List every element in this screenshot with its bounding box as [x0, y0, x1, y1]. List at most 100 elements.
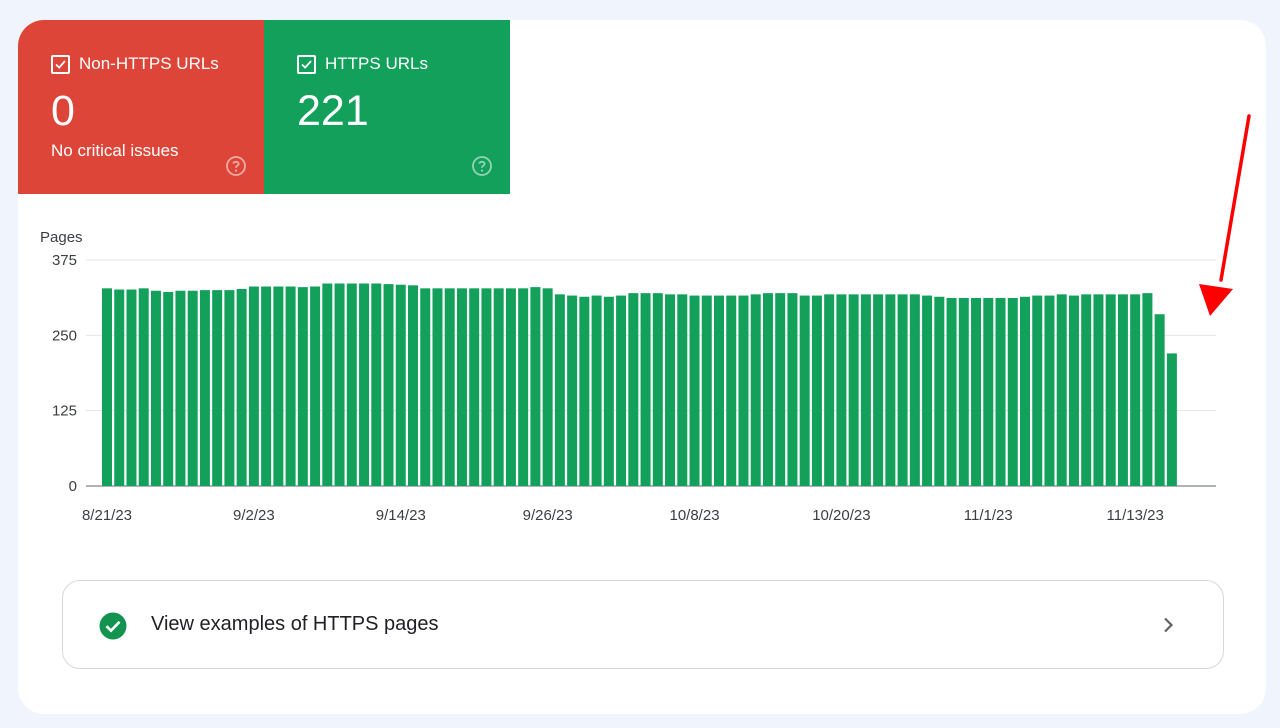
- bar[interactable]: [628, 293, 639, 486]
- bar[interactable]: [1032, 295, 1043, 486]
- bar[interactable]: [665, 294, 676, 486]
- non-https-urls-tile[interactable]: Non-HTTPS URLs 0 No critical issues: [18, 20, 264, 194]
- bar[interactable]: [922, 295, 933, 486]
- bar[interactable]: [187, 290, 198, 486]
- bar[interactable]: [579, 296, 590, 486]
- tile-label: HTTPS URLs: [325, 54, 428, 73]
- bar[interactable]: [934, 296, 945, 486]
- bar[interactable]: [114, 289, 125, 486]
- bar[interactable]: [897, 294, 908, 486]
- bar[interactable]: [383, 284, 394, 486]
- bar[interactable]: [591, 295, 602, 486]
- y-tick-label: 250: [52, 327, 77, 344]
- bar[interactable]: [1044, 295, 1055, 486]
- bar[interactable]: [1166, 353, 1177, 486]
- checkbox-checked-icon[interactable]: [51, 54, 70, 74]
- bar[interactable]: [946, 297, 957, 486]
- bar[interactable]: [799, 295, 810, 486]
- bar[interactable]: [138, 288, 149, 486]
- bar[interactable]: [677, 294, 688, 486]
- bar[interactable]: [248, 286, 259, 486]
- bar[interactable]: [493, 288, 504, 486]
- bar[interactable]: [542, 288, 553, 486]
- bar[interactable]: [456, 288, 467, 486]
- help-circle-icon[interactable]: [471, 155, 493, 177]
- bar[interactable]: [163, 291, 174, 486]
- bar[interactable]: [1154, 314, 1165, 486]
- bar[interactable]: [995, 297, 1006, 486]
- bar[interactable]: [297, 287, 308, 486]
- bar[interactable]: [775, 293, 786, 486]
- bar[interactable]: [1007, 297, 1018, 486]
- bar[interactable]: [285, 286, 296, 486]
- bar[interactable]: [432, 288, 443, 486]
- bar[interactable]: [848, 294, 859, 486]
- view-examples-button[interactable]: View examples of HTTPS pages: [62, 580, 1224, 669]
- bar[interactable]: [505, 288, 516, 486]
- bar[interactable]: [567, 295, 578, 486]
- x-tick-label: 10/20/23: [812, 507, 870, 524]
- bar[interactable]: [1117, 294, 1128, 486]
- bar[interactable]: [481, 288, 492, 486]
- bar[interactable]: [261, 286, 272, 486]
- bar[interactable]: [640, 293, 651, 486]
- bar[interactable]: [212, 290, 223, 486]
- bar[interactable]: [714, 295, 724, 486]
- bar[interactable]: [334, 283, 345, 487]
- bar[interactable]: [824, 294, 835, 486]
- bar[interactable]: [836, 294, 847, 486]
- bar[interactable]: [958, 297, 969, 486]
- bar[interactable]: [199, 290, 210, 486]
- bar[interactable]: [322, 283, 333, 487]
- bar[interactable]: [1142, 293, 1153, 486]
- bar[interactable]: [603, 296, 614, 486]
- bar[interactable]: [150, 290, 161, 486]
- bar[interactable]: [554, 294, 565, 486]
- bar[interactable]: [811, 295, 822, 486]
- bar[interactable]: [518, 288, 529, 486]
- bar[interactable]: [175, 290, 186, 486]
- bar[interactable]: [1020, 296, 1030, 486]
- bar[interactable]: [310, 286, 321, 486]
- help-circle-icon[interactable]: [225, 155, 247, 177]
- bar[interactable]: [530, 287, 541, 486]
- bar[interactable]: [371, 283, 382, 487]
- bar[interactable]: [787, 293, 798, 486]
- bar[interactable]: [873, 294, 884, 486]
- pages-bar-chart: Pages 0 125 250 375 8/21/23 9/2/23 9/14/23 9/26…: [40, 229, 1216, 524]
- bar[interactable]: [444, 288, 455, 486]
- bar[interactable]: [102, 288, 112, 486]
- bar[interactable]: [469, 288, 480, 486]
- bar[interactable]: [909, 294, 920, 486]
- https-urls-tile[interactable]: HTTPS URLs 221: [264, 20, 510, 194]
- bar[interactable]: [971, 297, 982, 486]
- bar[interactable]: [701, 295, 712, 486]
- bar[interactable]: [983, 297, 994, 486]
- bar[interactable]: [236, 288, 247, 486]
- bar[interactable]: [1068, 295, 1079, 486]
- bar[interactable]: [616, 295, 627, 486]
- bar[interactable]: [885, 294, 896, 486]
- bar[interactable]: [224, 290, 235, 486]
- bar[interactable]: [1105, 294, 1116, 486]
- bar[interactable]: [1056, 294, 1067, 486]
- bar[interactable]: [395, 284, 406, 486]
- bar[interactable]: [689, 295, 700, 486]
- checkbox-checked-icon[interactable]: [297, 54, 316, 74]
- bar[interactable]: [738, 295, 749, 486]
- bar[interactable]: [1130, 294, 1141, 486]
- bar[interactable]: [408, 285, 418, 486]
- bar[interactable]: [762, 293, 773, 486]
- bar[interactable]: [750, 294, 761, 486]
- bar[interactable]: [726, 295, 737, 486]
- bar[interactable]: [273, 286, 284, 486]
- bar[interactable]: [359, 283, 370, 487]
- bar[interactable]: [126, 289, 137, 486]
- x-tick-label: 9/26/23: [523, 507, 573, 524]
- bar[interactable]: [1093, 294, 1104, 486]
- bar[interactable]: [652, 293, 663, 486]
- bar[interactable]: [860, 294, 871, 486]
- bar[interactable]: [420, 288, 431, 486]
- bar[interactable]: [1081, 294, 1092, 486]
- bar[interactable]: [346, 283, 357, 487]
